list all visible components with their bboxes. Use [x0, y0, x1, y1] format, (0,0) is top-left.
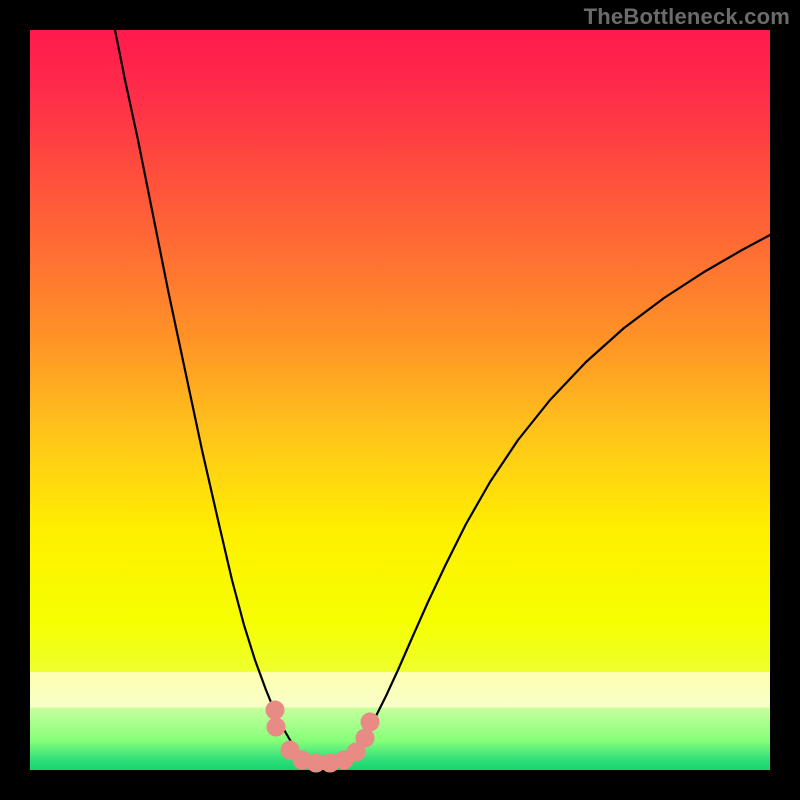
chart-frame: TheBottleneck.com [0, 0, 800, 800]
plot-area [30, 30, 770, 770]
gradient-background [30, 30, 770, 770]
marker-dot [361, 713, 379, 731]
watermark-text: TheBottleneck.com [584, 4, 790, 30]
marker-dot [267, 718, 285, 736]
marker-dot [266, 701, 284, 719]
chart-svg [30, 30, 770, 770]
marker-dot [356, 729, 374, 747]
